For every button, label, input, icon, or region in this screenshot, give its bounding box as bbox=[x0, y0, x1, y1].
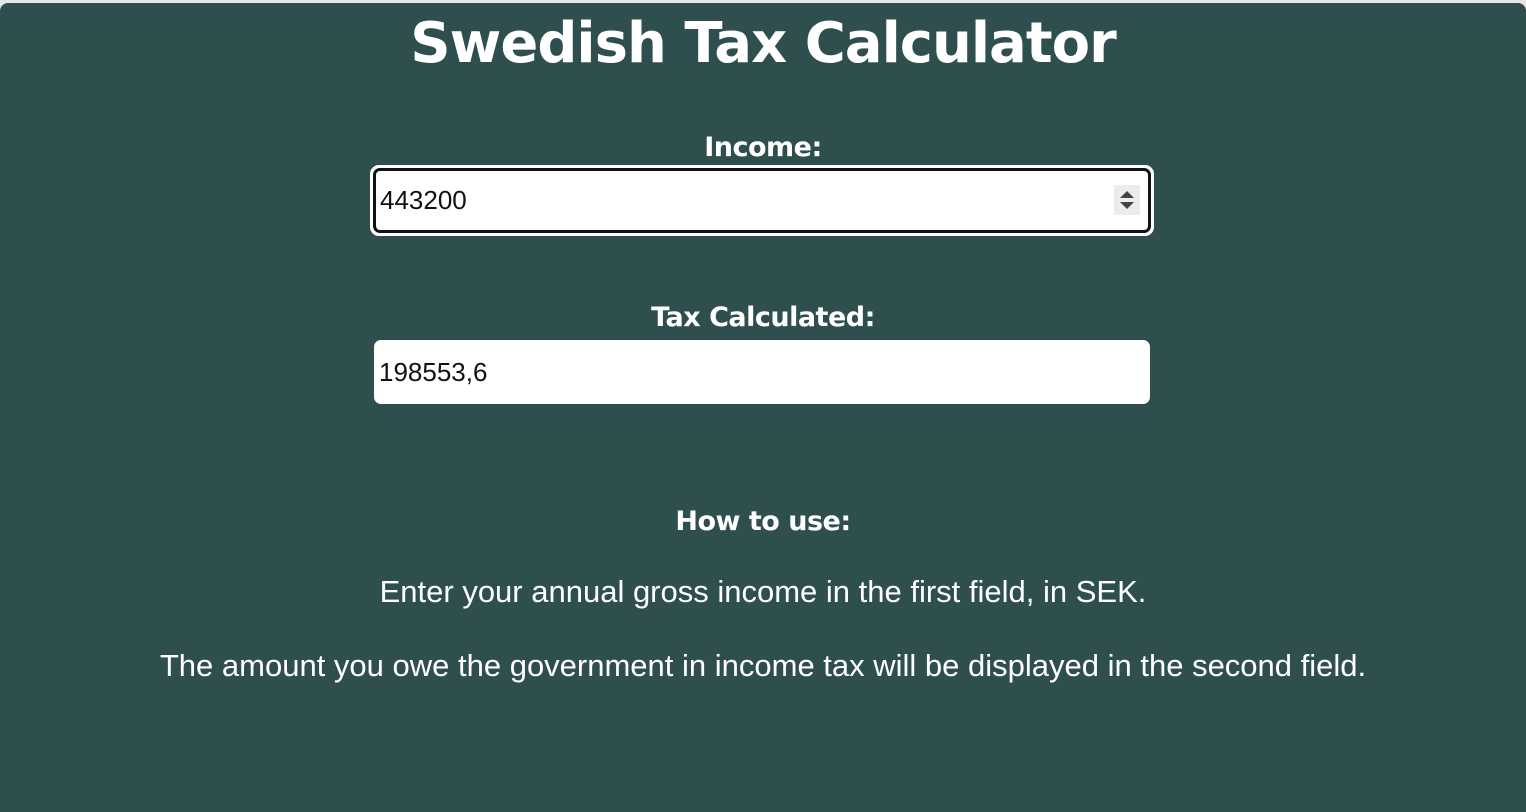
income-focus-ring: 443200 bbox=[373, 168, 1151, 233]
tax-value: 198553,6 bbox=[379, 356, 488, 387]
spinner-up-icon[interactable] bbox=[1120, 191, 1134, 198]
page-title: Swedish Tax Calculator bbox=[410, 11, 1116, 76]
income-input[interactable]: 443200 bbox=[370, 165, 1154, 236]
howto-instruction-1: Enter your annual gross income in the fi… bbox=[379, 574, 1147, 609]
howto-heading: How to use: bbox=[675, 506, 851, 537]
howto-instruction-2: The amount you owe the government in inc… bbox=[159, 648, 1367, 683]
number-spinner-icon[interactable] bbox=[1114, 185, 1140, 215]
tax-output-field[interactable]: 198553,6 bbox=[374, 340, 1150, 404]
income-label: Income: bbox=[704, 132, 822, 163]
tax-label: Tax Calculated: bbox=[651, 302, 875, 333]
spinner-down-icon[interactable] bbox=[1120, 202, 1134, 209]
app-window: Swedish Tax Calculator Income: 443200 Ta… bbox=[0, 3, 1526, 812]
income-value: 443200 bbox=[380, 185, 467, 215]
